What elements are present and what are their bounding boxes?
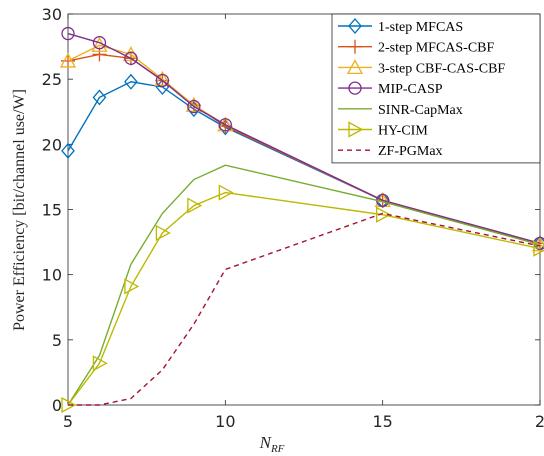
marker	[348, 39, 362, 54]
legend-label: 1-step MFCAS	[378, 20, 463, 35]
legend-label: HY-CIM	[378, 124, 428, 139]
y-axis-label: Power Efficiency [bit/channel use/W]	[11, 89, 28, 331]
marker	[376, 206, 392, 223]
marker	[92, 355, 108, 372]
marker	[187, 197, 203, 214]
marker	[155, 73, 170, 88]
legend-label: 3-step CBF-CAS-CBF	[378, 61, 505, 76]
y-tick-label: 30	[42, 5, 62, 24]
marker	[218, 184, 234, 201]
marker	[124, 73, 138, 90]
x-tick-label: 10	[215, 412, 235, 431]
series	[61, 184, 544, 414]
y-tick-label: 20	[42, 135, 62, 154]
y-tick-label: 10	[42, 266, 62, 285]
marker	[348, 121, 364, 138]
x-tick-label: 5	[63, 412, 73, 431]
legend-label: ZF-PGMax	[378, 144, 443, 159]
x-tick-label: 15	[372, 412, 392, 431]
marker	[92, 89, 107, 106]
marker	[348, 18, 362, 34]
series-line	[67, 191, 541, 406]
y-tick-label: 0	[52, 396, 62, 415]
marker	[124, 278, 140, 295]
legend: 1-step MFCAS 2-step MFCAS-CBF 3-step CBF-C…	[331, 13, 541, 164]
marker	[59, 52, 77, 68]
y-tick-label: 25	[42, 70, 62, 89]
legend-label: SINR-CapMax	[378, 103, 463, 118]
marker	[348, 81, 362, 95]
marker	[533, 240, 544, 257]
marker	[124, 51, 138, 65]
marker	[187, 99, 201, 114]
marker	[218, 118, 232, 132]
y-tick-label: 15	[42, 201, 62, 220]
legend-label: 2-step MFCAS-CBF	[378, 41, 495, 56]
marker	[92, 47, 107, 62]
x-axis-label: NRF	[259, 433, 285, 455]
marker	[155, 224, 171, 242]
marker	[61, 396, 77, 414]
marker	[92, 36, 107, 50]
marker	[61, 26, 75, 41]
series-line	[67, 164, 541, 406]
series-line	[68, 212, 541, 406]
marker	[346, 59, 364, 75]
series	[68, 212, 541, 406]
y-tick-label: 5	[52, 331, 62, 350]
marker	[185, 96, 202, 112]
series	[67, 164, 541, 406]
x-label-main: N	[259, 433, 273, 452]
legend-label: MIP-CASP	[378, 82, 443, 97]
x-label-sub: RF	[270, 443, 285, 455]
marker	[61, 142, 75, 159]
x-tick-label: 2	[535, 412, 544, 431]
